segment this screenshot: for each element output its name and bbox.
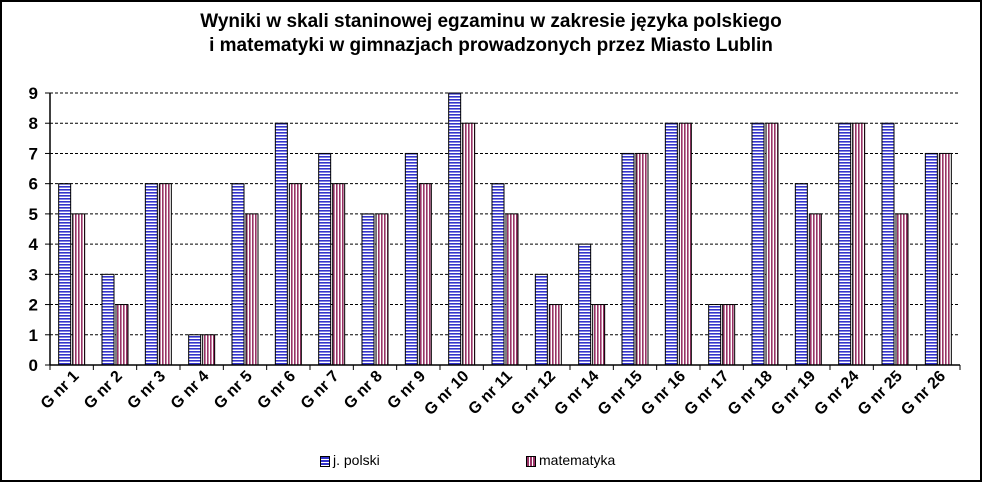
legend-swatch-polski <box>320 455 330 467</box>
x-tick-label: G nr 16 <box>638 368 689 419</box>
bar-matematyka <box>418 183 432 366</box>
x-tick-label: G nr 24 <box>811 368 862 419</box>
bar-matematyka <box>895 213 909 366</box>
bar-matematyka <box>115 304 129 366</box>
legend-label-matematyka: matematyka <box>539 452 616 468</box>
x-tick-label: G nr 18 <box>725 368 776 419</box>
x-tick-label: G nr 10 <box>421 368 472 419</box>
y-tick-label: 1 <box>29 326 38 345</box>
bar-polski <box>794 183 808 366</box>
bar-matematyka <box>332 183 346 366</box>
y-tick-label: 9 <box>29 84 38 103</box>
bar-polski <box>924 152 938 366</box>
bar-polski <box>144 183 158 366</box>
x-tick-label: G nr 4 <box>168 368 213 413</box>
bar-matematyka <box>375 213 389 366</box>
y-tick-label: 6 <box>29 175 38 194</box>
x-tick-label: G nr 12 <box>508 368 559 419</box>
y-tick-label: 4 <box>29 235 39 254</box>
x-tick-label: G nr 19 <box>768 368 819 419</box>
x-tick-label: G nr 2 <box>81 368 126 413</box>
bar-matematyka <box>635 152 649 366</box>
bar-matematyka <box>505 213 519 366</box>
bar-polski <box>448 92 462 366</box>
bar-polski <box>188 334 202 366</box>
bar-matematyka <box>722 304 736 366</box>
bar-matematyka <box>852 122 866 366</box>
x-tick-label: G nr 3 <box>124 368 169 413</box>
y-tick-label: 0 <box>29 356 38 375</box>
x-tick-label: G nr 6 <box>254 368 299 413</box>
bar-matematyka <box>158 183 172 366</box>
x-tick-labels: G nr 1G nr 2G nr 3G nr 4G nr 5G nr 6G nr… <box>38 368 949 419</box>
y-tick-label: 8 <box>29 114 38 133</box>
bar-polski <box>58 183 72 366</box>
bar-matematyka <box>72 213 86 366</box>
bar-polski <box>708 304 722 366</box>
bar-polski <box>274 122 288 366</box>
gridlines <box>45 92 960 366</box>
x-tick-label: G nr 17 <box>681 368 732 419</box>
bar-polski <box>838 122 852 366</box>
bar-matematyka <box>288 183 302 366</box>
bar-matematyka <box>548 304 562 366</box>
bar-polski <box>404 152 418 366</box>
bar-polski <box>361 213 375 366</box>
bar-matematyka <box>202 334 216 366</box>
bar-polski <box>578 243 592 366</box>
x-tick-label: G nr 7 <box>298 368 343 413</box>
bar-matematyka <box>462 122 476 366</box>
legend-swatch-matematyka <box>526 455 536 467</box>
y-tick-labels: 0 1 2 3 4 5 6 7 8 9 <box>29 84 39 375</box>
x-tick-label: G nr 11 <box>465 368 515 418</box>
x-tick-label: G nr 14 <box>551 368 602 419</box>
bar-polski <box>534 273 548 366</box>
legend-item-polski: j. polski <box>320 452 380 468</box>
bar-polski <box>621 152 635 366</box>
y-tick-label: 5 <box>29 205 38 224</box>
legend-label-polski: j. polski <box>333 452 380 468</box>
bar-polski <box>231 183 245 366</box>
bar-matematyka <box>938 152 952 366</box>
bar-polski <box>318 152 332 366</box>
x-tick-label: G nr 15 <box>595 368 646 419</box>
bars <box>58 92 952 366</box>
bar-matematyka <box>592 304 606 366</box>
bar-matematyka <box>765 122 779 366</box>
legend-item-matematyka: matematyka <box>526 452 615 468</box>
y-tick-label: 2 <box>29 296 38 315</box>
y-tick-label: 3 <box>29 265 38 284</box>
x-tick-label: G nr 1 <box>38 368 83 413</box>
x-tick-label: G nr 25 <box>855 368 906 419</box>
bar-matematyka <box>245 213 259 366</box>
x-tick-label: G nr 26 <box>898 368 949 419</box>
bar-polski <box>491 183 505 366</box>
chart-title: Wyniki w skali staninowej egzaminu w zak… <box>0 10 982 58</box>
axes <box>49 93 961 370</box>
bar-matematyka <box>678 122 692 366</box>
chart-title-line-1: Wyniki w skali staninowej egzaminu w zak… <box>200 11 782 32</box>
bar-polski <box>881 122 895 366</box>
y-tick-label: 7 <box>29 144 38 163</box>
chart-title-line-2: i matematyki w gimnazjach prowadzonych p… <box>209 35 773 56</box>
bar-polski <box>751 122 765 366</box>
bar-polski <box>101 273 115 366</box>
bar-polski <box>664 122 678 366</box>
x-tick-label: G nr 5 <box>211 368 256 413</box>
x-tick-label: G nr 8 <box>341 368 386 413</box>
bar-matematyka <box>808 213 822 366</box>
